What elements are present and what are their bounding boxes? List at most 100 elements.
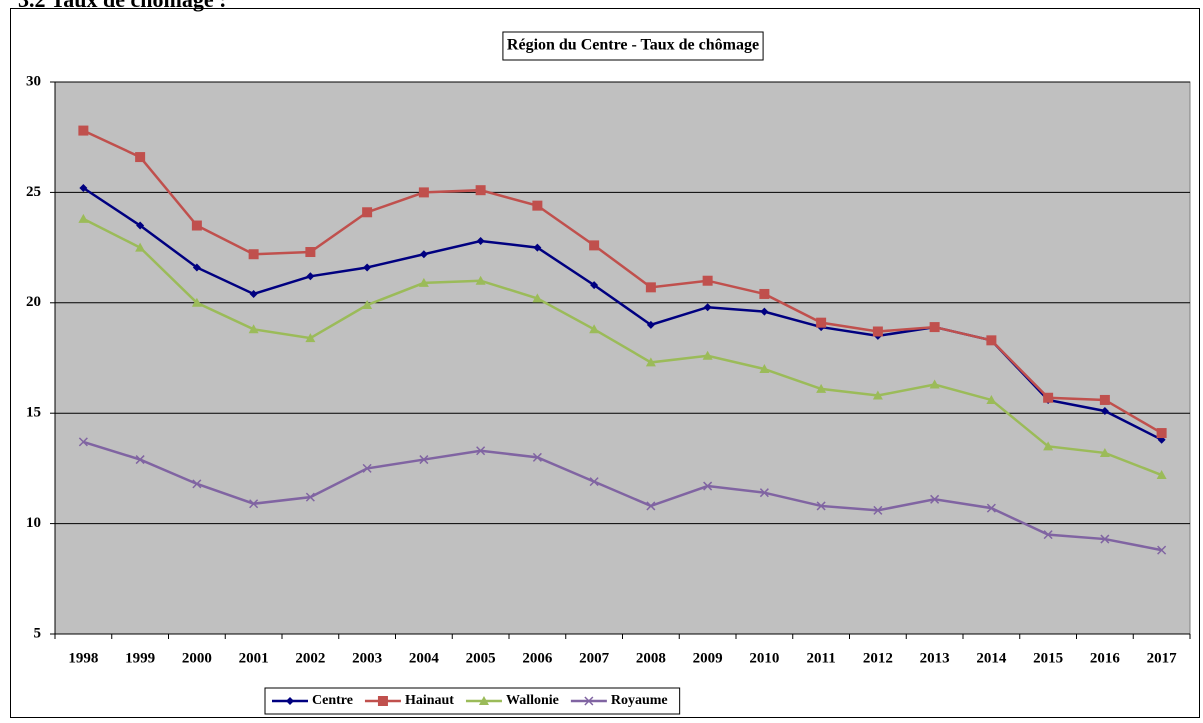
chart-title: Région du Centre - Taux de chômage: [507, 37, 759, 54]
y-tick-label: 30: [26, 73, 41, 89]
x-tick-label: 2006: [522, 650, 553, 666]
x-tick-label: 2004: [409, 650, 440, 666]
marker: [589, 240, 600, 251]
marker: [759, 364, 770, 374]
marker: [135, 242, 146, 252]
marker: [986, 335, 997, 346]
marker: [646, 320, 655, 329]
marker: [362, 463, 372, 473]
marker: [1099, 394, 1110, 405]
marker: [362, 300, 373, 310]
x-tick-label: 2016: [1090, 650, 1121, 666]
marker: [589, 477, 599, 487]
marker: [816, 501, 826, 511]
title-box: [502, 31, 764, 61]
legend: Centre Hainaut Wallonie Royaume: [264, 687, 681, 715]
marker: [135, 455, 145, 465]
marker: [929, 322, 940, 333]
x-tick-label: 2014: [976, 650, 1007, 666]
marker: [760, 307, 769, 316]
x-tick-label: 2005: [466, 650, 496, 666]
marker: [419, 455, 429, 465]
marker: [1099, 447, 1110, 457]
x-tick-label: 2010: [749, 650, 779, 666]
marker: [475, 185, 486, 196]
marker: [418, 187, 429, 198]
marker: [986, 394, 997, 404]
marker: [478, 696, 489, 705]
marker: [645, 282, 656, 293]
marker: [362, 207, 373, 218]
marker: [192, 479, 202, 489]
marker: [702, 275, 713, 286]
marker: [1100, 534, 1110, 544]
marker: [1100, 406, 1109, 415]
marker: [306, 272, 315, 281]
marker: [929, 379, 940, 389]
marker: [476, 236, 485, 245]
marker: [136, 221, 145, 230]
marker: [584, 696, 594, 706]
marker: [79, 183, 88, 192]
marker: [589, 324, 600, 334]
legend-label: Royaume: [611, 693, 668, 708]
marker: [703, 481, 713, 491]
marker: [703, 303, 712, 312]
marker: [702, 350, 713, 360]
series-line: [82, 129, 1163, 435]
marker: [873, 505, 883, 515]
marker: [1043, 441, 1054, 451]
x-tick-label: 2015: [1033, 650, 1063, 666]
marker: [418, 277, 429, 287]
marker: [1043, 392, 1054, 403]
plot-area: [54, 81, 1191, 635]
y-tick-label: 20: [26, 294, 41, 310]
section-heading: 3.2 Taux de chômage :: [18, 0, 226, 12]
marker: [759, 288, 770, 299]
marker: [419, 250, 428, 259]
marker: [1156, 470, 1167, 480]
x-tick-label: 1999: [125, 650, 155, 666]
y-tick-label: 25: [26, 184, 41, 200]
legend-label: Hainaut: [405, 693, 454, 708]
marker: [249, 289, 258, 298]
x-tick-label: 2003: [352, 650, 382, 666]
marker: [377, 696, 388, 706]
x-tick-label: 1998: [68, 650, 98, 666]
y-tick-label: 5: [34, 625, 42, 641]
marker: [1043, 530, 1053, 540]
marker: [248, 249, 259, 260]
marker: [872, 326, 883, 337]
marker: [590, 281, 599, 290]
marker: [248, 324, 259, 334]
marker: [986, 503, 996, 513]
marker: [532, 200, 543, 211]
x-tick-label: 2009: [693, 650, 723, 666]
marker: [78, 213, 89, 223]
marker: [930, 494, 940, 504]
marker: [816, 317, 827, 328]
x-tick-label: 2013: [920, 650, 950, 666]
marker: [305, 333, 316, 343]
y-tick-label: 10: [26, 515, 41, 531]
marker: [305, 247, 316, 258]
legend-label: Wallonie: [506, 693, 559, 708]
marker: [759, 488, 769, 498]
x-tick-label: 2001: [239, 650, 269, 666]
marker: [191, 220, 202, 231]
x-tick-label: 2012: [863, 650, 893, 666]
series-line: [83, 440, 1162, 552]
series-line: [82, 217, 1163, 477]
marker: [646, 501, 656, 511]
x-tick-label: 2007: [579, 650, 610, 666]
x-tick-label: 2002: [295, 650, 325, 666]
marker: [78, 437, 88, 447]
marker: [192, 263, 201, 272]
marker: [78, 125, 89, 136]
marker: [1156, 428, 1167, 439]
marker: [872, 390, 883, 400]
x-tick-label: 2000: [182, 650, 212, 666]
marker: [816, 383, 827, 393]
